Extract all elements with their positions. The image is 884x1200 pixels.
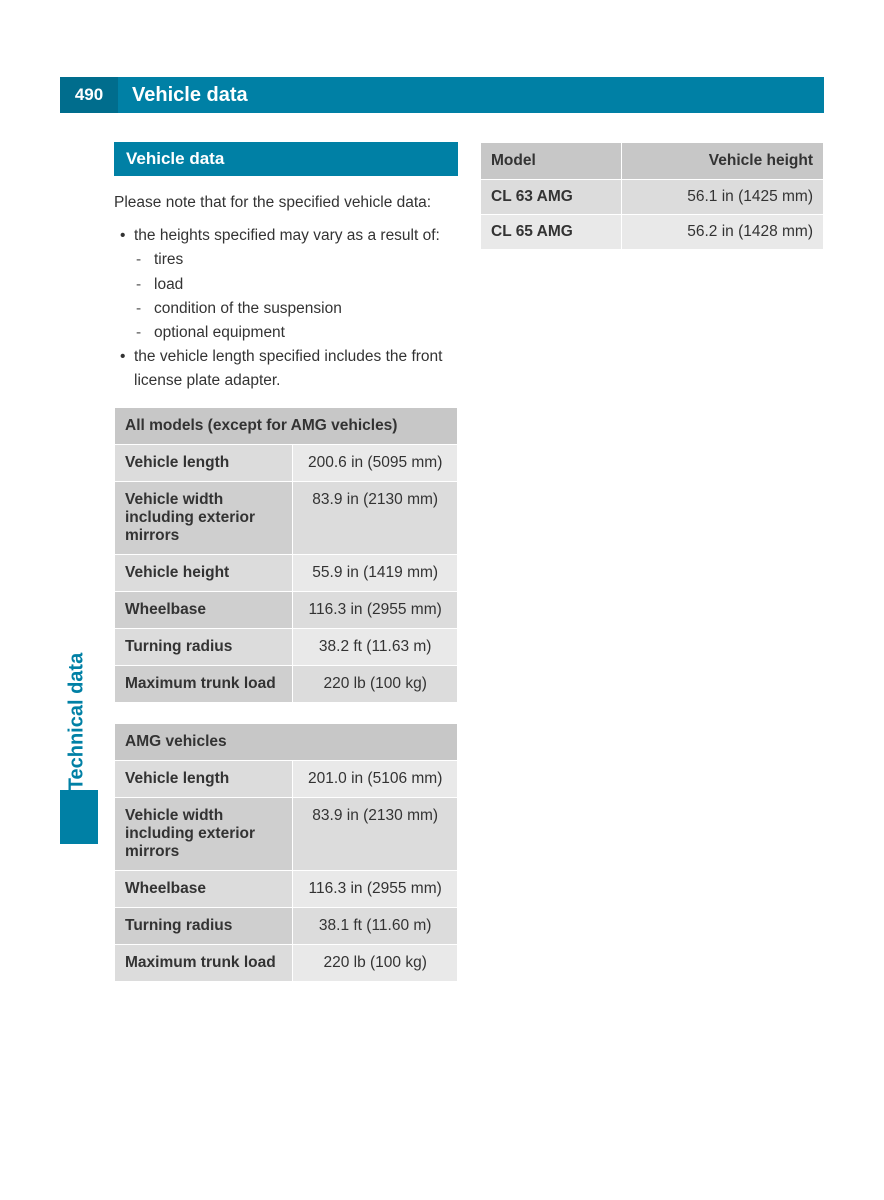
- table-row: Vehicle width including exterior mirrors…: [115, 481, 458, 554]
- sub-bullet-item: -tires: [114, 248, 458, 272]
- side-tab: Technical data: [60, 640, 98, 844]
- page-title: Vehicle data: [118, 84, 248, 107]
- row-label: Turning radius: [115, 907, 293, 944]
- height-cell: 56.2 in (1428 mm): [622, 215, 824, 250]
- model-cell: CL 65 AMG: [481, 215, 622, 250]
- bullet-list: •the heights specified may vary as a res…: [114, 224, 458, 392]
- table-vehicle-heights: ModelVehicle heightCL 63 AMG56.1 in (142…: [480, 142, 824, 250]
- row-label: Maximum trunk load: [115, 944, 293, 981]
- col-header-height: Vehicle height: [622, 143, 824, 180]
- row-value: 116.3 in (2955 mm): [293, 870, 458, 907]
- content-area: Vehicle data Please note that for the sp…: [114, 142, 824, 1002]
- page-number: 490: [60, 77, 118, 113]
- col-header-model: Model: [481, 143, 622, 180]
- table-row: Turning radius38.1 ft (11.60 m): [115, 907, 458, 944]
- table-row: Wheelbase116.3 in (2955 mm): [115, 870, 458, 907]
- table-row: Turning radius38.2 ft (11.63 m): [115, 628, 458, 665]
- height-cell: 56.1 in (1425 mm): [622, 180, 824, 215]
- row-value: 83.9 in (2130 mm): [293, 481, 458, 554]
- row-label: Vehicle width including exterior mirrors: [115, 797, 293, 870]
- side-tab-block: [60, 790, 98, 844]
- row-label: Wheelbase: [115, 870, 293, 907]
- row-value: 83.9 in (2130 mm): [293, 797, 458, 870]
- section-heading: Vehicle data: [114, 142, 458, 176]
- table-row: CL 63 AMG56.1 in (1425 mm): [481, 180, 824, 215]
- model-cell: CL 63 AMG: [481, 180, 622, 215]
- table-row: Maximum trunk load220 lb (100 kg): [115, 944, 458, 981]
- row-label: Turning radius: [115, 628, 293, 665]
- row-value: 200.6 in (5095 mm): [293, 444, 458, 481]
- sub-bullet-item: -load: [114, 273, 458, 297]
- bullet-item: •the vehicle length specified includes t…: [114, 345, 458, 393]
- bullet-item: •the heights specified may vary as a res…: [114, 224, 458, 248]
- row-value: 220 lb (100 kg): [293, 665, 458, 702]
- table-row: Vehicle height55.9 in (1419 mm): [115, 554, 458, 591]
- table-header: All models (except for AMG vehicles): [115, 407, 458, 444]
- row-value: 38.1 ft (11.60 m): [293, 907, 458, 944]
- right-column: ModelVehicle heightCL 63 AMG56.1 in (142…: [480, 142, 824, 1002]
- row-value: 38.2 ft (11.63 m): [293, 628, 458, 665]
- table-amg-vehicles: AMG vehiclesVehicle length201.0 in (5106…: [114, 723, 458, 982]
- row-label: Vehicle length: [115, 760, 293, 797]
- row-value: 55.9 in (1419 mm): [293, 554, 458, 591]
- sub-bullet-item: -condition of the suspension: [114, 297, 458, 321]
- table-header: AMG vehicles: [115, 723, 458, 760]
- table-row: Vehicle length200.6 in (5095 mm): [115, 444, 458, 481]
- table-all-models: All models (except for AMG vehicles)Vehi…: [114, 407, 458, 703]
- row-label: Vehicle height: [115, 554, 293, 591]
- row-label: Maximum trunk load: [115, 665, 293, 702]
- page-header: 490 Vehicle data: [60, 77, 824, 113]
- row-label: Vehicle length: [115, 444, 293, 481]
- row-value: 201.0 in (5106 mm): [293, 760, 458, 797]
- left-column: Vehicle data Please note that for the sp…: [114, 142, 458, 1002]
- table-row: Maximum trunk load220 lb (100 kg): [115, 665, 458, 702]
- row-value: 116.3 in (2955 mm): [293, 591, 458, 628]
- intro-text: Please note that for the specified vehic…: [114, 192, 458, 214]
- table-row: Vehicle width including exterior mirrors…: [115, 797, 458, 870]
- side-tab-label: Technical data: [66, 637, 89, 807]
- table-row: Wheelbase116.3 in (2955 mm): [115, 591, 458, 628]
- sub-bullet-item: -optional equipment: [114, 321, 458, 345]
- table-row: CL 65 AMG56.2 in (1428 mm): [481, 215, 824, 250]
- row-label: Wheelbase: [115, 591, 293, 628]
- row-label: Vehicle width including exterior mirrors: [115, 481, 293, 554]
- table-row: Vehicle length201.0 in (5106 mm): [115, 760, 458, 797]
- row-value: 220 lb (100 kg): [293, 944, 458, 981]
